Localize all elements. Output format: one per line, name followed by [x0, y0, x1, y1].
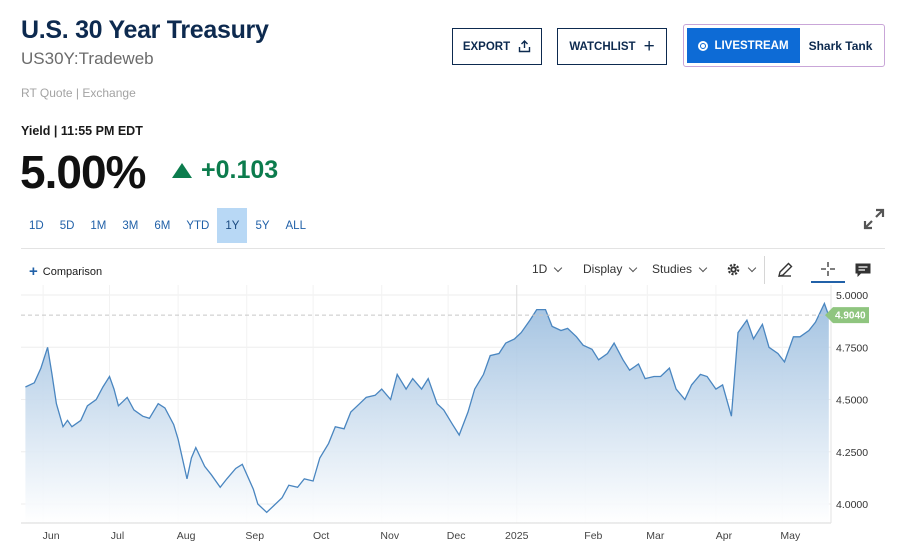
- range-6m[interactable]: 6M: [154, 219, 171, 232]
- up-arrow-icon: [172, 163, 192, 178]
- page-title: U.S. 30 Year Treasury: [21, 16, 269, 44]
- x-tick-label: Jun: [43, 530, 60, 542]
- x-tick-label: 2025: [505, 530, 529, 542]
- chevron-down-icon: [554, 263, 563, 272]
- y-tick-label: 4.2500: [836, 447, 868, 459]
- x-tick-label: Feb: [584, 530, 602, 542]
- crosshair-icon: [821, 262, 835, 276]
- livestream-button[interactable]: LIVESTREAM: [687, 28, 800, 63]
- y-tick-label: 4.5000: [836, 395, 868, 407]
- plus-icon: +: [29, 263, 38, 280]
- upload-icon: [518, 40, 531, 53]
- range-all[interactable]: ALL: [285, 219, 306, 232]
- range-1d[interactable]: 1D: [29, 219, 44, 232]
- price-line: [25, 301, 830, 514]
- range-1m[interactable]: 1M: [90, 219, 107, 232]
- livestream-label: LIVESTREAM: [714, 39, 789, 52]
- yield-timestamp: Yield | 11:55 PM EDT: [21, 124, 143, 138]
- export-button[interactable]: EXPORT: [452, 28, 542, 65]
- export-label: EXPORT: [462, 40, 511, 53]
- reference-value-label: 4.9040: [835, 311, 866, 322]
- range-1y[interactable]: 1Y: [217, 208, 248, 243]
- watchlist-label: WATCHLIST: [569, 40, 636, 53]
- range-selector: 1D 5D 1M 3M 6M YTD 1Y 5Y ALL: [21, 208, 314, 243]
- toolbar-divider: [764, 256, 765, 284]
- comparison-label: Comparison: [42, 265, 103, 278]
- x-tick-label: Dec: [447, 530, 466, 542]
- gear-icon: [727, 263, 740, 276]
- y-tick-label: 4.7500: [836, 342, 868, 354]
- symbol-label: US30Y:Tradeweb: [21, 49, 154, 68]
- reference-value-tag: [825, 307, 869, 324]
- chart-panel: [21, 248, 885, 546]
- x-tick-label: May: [780, 530, 801, 542]
- x-tick-label: Oct: [313, 530, 329, 542]
- last-price: 5.00%: [20, 146, 146, 198]
- chart-toolbar: + Comparison 1D Display Studies: [21, 253, 885, 287]
- y-tick-label: 4.0000: [836, 499, 868, 511]
- chevron-down-icon: [629, 263, 638, 272]
- price-chart[interactable]: 5.0000 4.7500 4.5000 4.2500 4.0000 Jun Jul Aug S…: [0, 285, 900, 546]
- x-tick-label: Apr: [716, 530, 733, 542]
- range-5d[interactable]: 5D: [59, 219, 75, 232]
- interval-label: 1D: [532, 262, 548, 276]
- x-tick-label: Jul: [111, 530, 124, 542]
- comment-icon: [855, 263, 871, 277]
- chevron-down-icon: [747, 263, 757, 273]
- draw-tool-button[interactable]: [772, 257, 798, 283]
- x-tick-label: Mar: [646, 530, 665, 542]
- studies-dropdown[interactable]: Studies: [652, 262, 708, 276]
- quote-source: RT Quote | Exchange: [21, 86, 136, 100]
- comparison-button[interactable]: + Comparison: [29, 264, 102, 279]
- y-tick-label: 5.0000: [836, 290, 868, 302]
- range-5y[interactable]: 5Y: [255, 219, 270, 232]
- price-change: +0.103: [201, 156, 279, 184]
- x-tick-label: Sep: [245, 530, 264, 542]
- annotation-tool-button[interactable]: [850, 257, 876, 283]
- livestream-panel: LIVESTREAM Shark Tank: [683, 24, 885, 67]
- watchlist-button[interactable]: WATCHLIST +: [557, 28, 667, 65]
- range-3m[interactable]: 3M: [122, 219, 139, 232]
- interval-dropdown[interactable]: 1D: [532, 262, 563, 276]
- price-area: [25, 303, 829, 523]
- pencil-icon: [778, 262, 793, 277]
- plus-icon: +: [643, 36, 655, 57]
- studies-label: Studies: [652, 262, 693, 276]
- display-label: Display: [583, 262, 623, 276]
- range-ytd[interactable]: YTD: [186, 219, 210, 232]
- x-tick-label: Nov: [380, 530, 399, 542]
- crosshair-tool-button[interactable]: [811, 257, 845, 283]
- settings-dropdown[interactable]: [726, 262, 757, 277]
- show-link[interactable]: Shark Tank: [808, 38, 873, 53]
- expand-icon[interactable]: [862, 207, 886, 231]
- live-dot-icon: [698, 40, 709, 51]
- x-tick-label: Aug: [177, 530, 196, 542]
- chevron-down-icon: [698, 263, 708, 272]
- display-dropdown[interactable]: Display: [583, 262, 638, 276]
